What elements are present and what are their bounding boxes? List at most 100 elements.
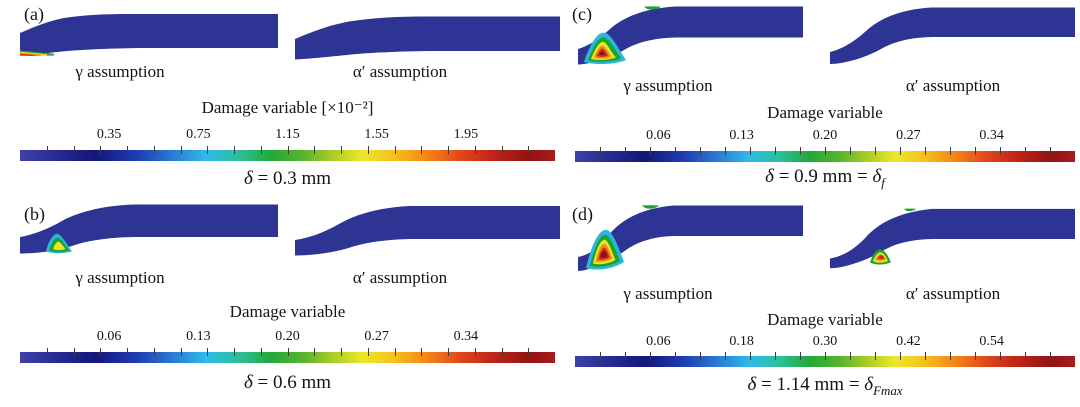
colorbar-tick [234,348,235,356]
colorbar-tick [73,348,75,356]
colorbar-tick [675,147,676,155]
colorbar-tick [750,352,751,360]
alpha-assumption-label: α′ assumption [905,76,1001,95]
colorbar-tick [234,146,235,154]
gamma-assumption-label: γ assumption [75,268,165,287]
caption-delta: δ [243,372,253,393]
colorbar-tick-label: 0.13 [186,329,211,344]
colorbar-tick-label: 0.34 [453,329,479,344]
panel-caption: δ = 0.3 mm [20,168,555,193]
colorbar-tick [127,146,128,154]
colorbar-title: Damage variable [767,103,883,122]
colorbar-tick [700,147,701,155]
colorbar-tick [850,147,851,155]
damage-spot [904,208,916,212]
colorbar-tick [1050,352,1051,360]
colorbar-tick-label: 0.30 [812,334,838,349]
colorbar-tick [501,348,503,356]
gamma-contour-plot [20,201,278,263]
colorbar-tick [46,146,48,154]
caption-delta: δ [747,374,757,395]
colorbar-tick-label: 0.42 [896,334,921,349]
colorbar-tick [925,147,926,155]
colorbar-title: Damage variable [×10⁻²] [201,98,374,117]
colorbar-tick [1050,147,1051,155]
colorbar-tick [260,146,262,154]
panel-b: (b) γ assumption α′ assumption Damage va… [0,196,560,407]
colorbar-tick [775,352,776,360]
colorbar-tick [207,348,209,356]
colorbar-tick [675,352,676,360]
colorbar [575,147,1075,162]
specimen-body [20,204,278,254]
colorbar-tick [394,348,396,356]
colorbar-tick-label: 1.95 [453,127,479,142]
panel-caption: δ = 0.6 mm [20,372,555,397]
specimen-body [578,205,803,271]
caption-eq: = [844,374,865,395]
specimen-body [578,6,803,65]
colorbar-tick [314,348,316,356]
colorbar-tick [367,146,369,154]
gamma-assumption-label: γ assumption [75,62,165,81]
colorbar-tick-label: 1.55 [364,127,389,142]
colorbar-tick [474,348,476,356]
colorbar-tick-labels: 0.06 0.13 0.20 0.27 0.34 [20,329,555,347]
specimen-body [830,7,1075,64]
colorbar [575,352,1075,367]
colorbar-tick-labels: 0.06 0.13 0.20 0.27 0.34 [575,128,1075,146]
caption-delta2: δ [872,166,882,187]
damage-layer [53,241,66,251]
gamma-assumption-label: γ assumption [623,284,713,303]
colorbar-tick [448,348,449,356]
panel-caption: δ = 0.9 mm = δf [575,166,1075,191]
panel-tag: (a) [24,4,44,24]
colorbar-tick-label: 0.27 [364,329,389,344]
colorbar-tick [800,147,801,155]
panel-a: (a) γ assumption α′ assumption Damage va… [0,0,560,196]
colorbar-tick [875,352,876,360]
colorbar-tick [900,352,901,360]
alpha-assumption-label: α′ assumption [352,62,448,81]
colorbar-tick [975,147,976,155]
caption-value: = 0.3 mm [252,168,332,189]
colorbar-title: Damage variable [229,302,346,321]
damage-layer [20,53,36,56]
alpha-contour-plot [830,2,1075,72]
gamma-assumption-label: γ assumption [623,76,713,95]
colorbar-tick-label: 0.75 [186,127,211,142]
colorbar-tick [650,147,651,155]
damage-spot [642,205,659,209]
colorbar-tick-label: 0.20 [812,128,838,143]
colorbar-tick [260,348,262,356]
specimen-body [20,14,278,55]
colorbar-tick [850,352,851,360]
caption-delta: δ [765,166,774,187]
colorbar-tick [528,146,530,154]
colorbar-tick [100,146,102,154]
alpha-contour-plot [295,201,560,263]
colorbar-tick [975,352,976,360]
colorbar-tick [100,348,102,356]
panel-c: (c) γ assumption α′ assumption Damage va… [558,0,1080,196]
colorbar-tick [600,147,601,155]
panel-tag: (b) [24,204,45,224]
colorbar-tick [625,147,626,155]
colorbar-tick [127,348,128,356]
gamma-contour-plot [578,200,803,282]
specimen-body [830,208,1075,269]
colorbar [20,348,555,363]
colorbar-title: Damage variable [767,310,883,329]
colorbar-tick [750,147,751,155]
colorbar-tick [394,146,396,154]
colorbar-tick [800,352,801,360]
colorbar-tick [314,146,316,154]
damage-layer [877,255,885,260]
colorbar-tick-label: 0.27 [896,128,921,143]
colorbar-tick-labels: 0.35 0.75 1.15 1.55 1.95 [20,127,555,145]
colorbar [20,146,555,161]
colorbar-tick [501,146,503,154]
colorbar-tick [153,146,155,154]
panel-tag: (d) [572,204,593,224]
